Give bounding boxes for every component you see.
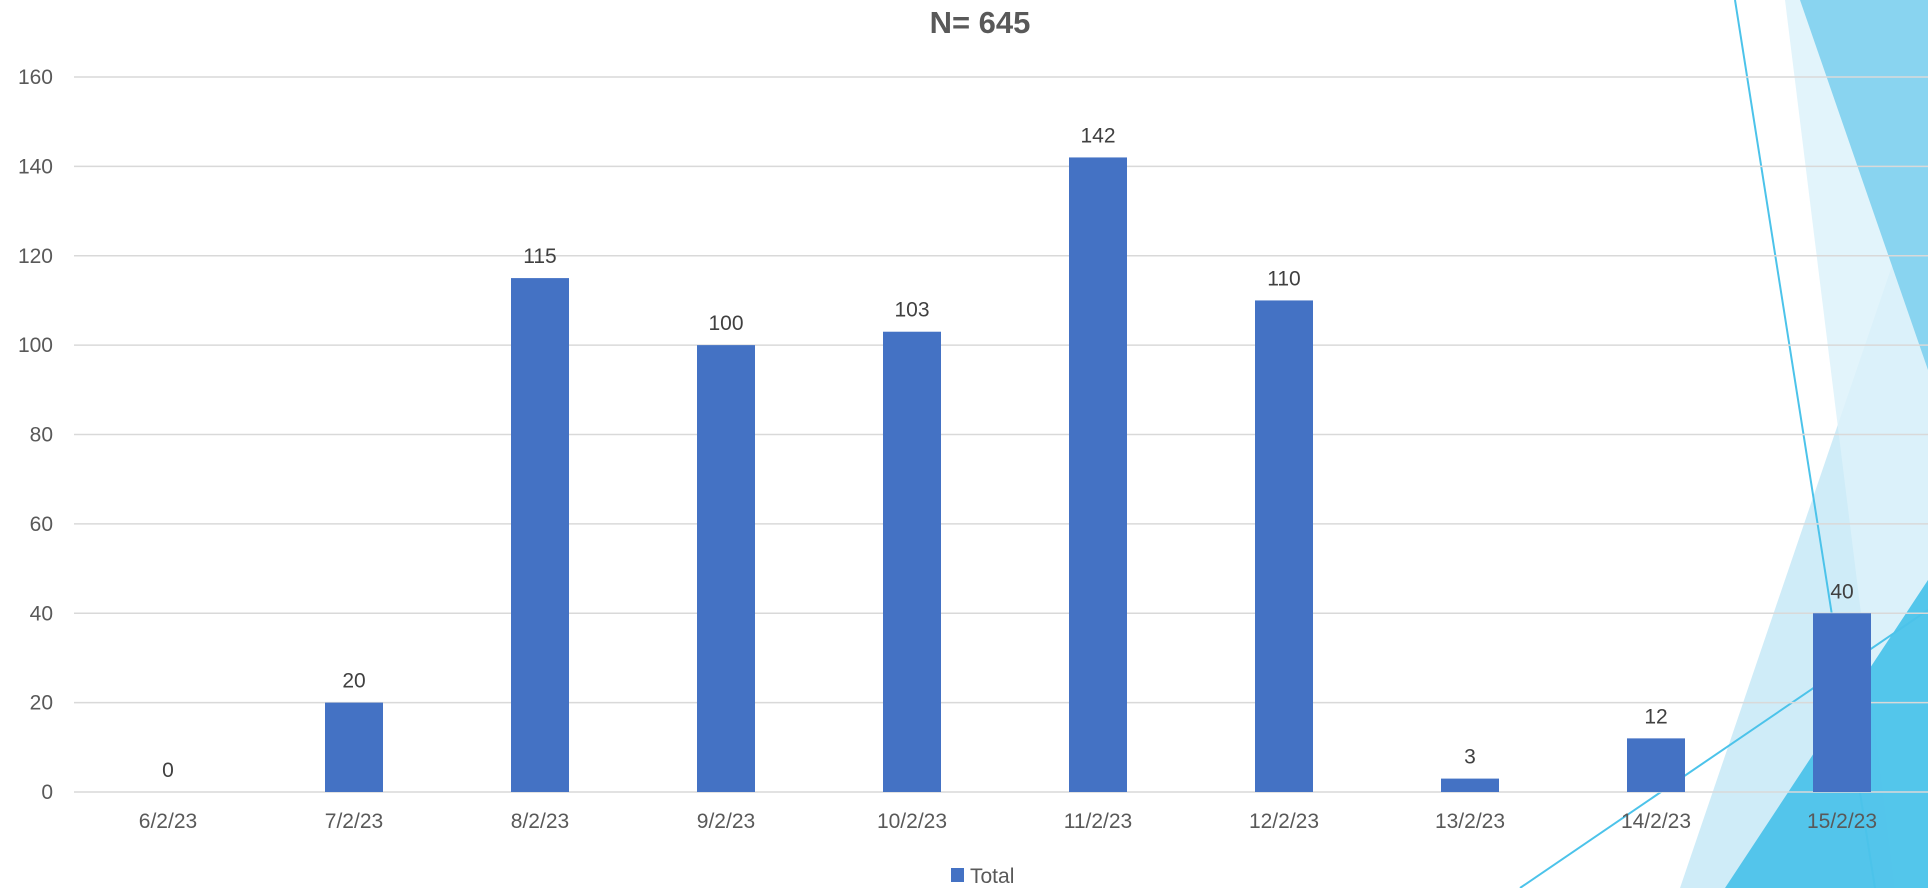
bar [1255,300,1313,792]
x-tick-label: 10/2/23 [877,810,947,833]
x-tick-label: 12/2/23 [1249,810,1319,833]
y-tick-label: 120 [18,245,53,268]
data-label: 12 [1644,705,1667,728]
decor-mid-wedge [1800,0,1928,370]
bar [1069,157,1127,792]
y-tick-label: 60 [30,513,53,536]
x-tick-label: 6/2/23 [139,810,197,833]
data-label: 142 [1080,124,1115,147]
legend-swatch [951,868,964,882]
x-tick-label: 13/2/23 [1435,810,1505,833]
bar [1441,778,1499,792]
bar [511,278,569,792]
data-label: 110 [1267,267,1300,290]
x-tick-label: 15/2/23 [1807,810,1877,833]
x-tick-label: 14/2/23 [1621,810,1691,833]
legend: Total [951,865,1014,888]
x-tick-label: 11/2/23 [1064,810,1133,833]
y-axis: 0 20 40 60 80 100 120 140 160 [18,66,53,804]
data-label: 0 [162,759,174,782]
data-label: 20 [342,670,365,693]
data-label: 115 [523,245,556,268]
y-tick-label: 80 [30,424,53,447]
bar [325,702,383,792]
x-tick-label: 9/2/23 [697,810,755,833]
y-tick-label: 0 [41,781,53,804]
y-tick-label: 20 [30,692,53,715]
x-tick-label: 7/2/23 [325,810,383,833]
y-tick-label: 140 [18,155,53,178]
y-tick-label: 40 [30,602,53,625]
data-label: 40 [1830,580,1853,603]
legend-label: Total [970,865,1014,888]
bar [1813,613,1871,792]
bar [697,345,755,792]
y-tick-label: 100 [18,334,53,357]
chart-title: N= 645 [930,5,1031,40]
data-labels: 0 20 115 100 103 142 110 3 12 40 [162,124,1854,782]
x-tick-label: 8/2/23 [511,810,569,833]
data-label: 103 [894,299,929,322]
x-axis: 6/2/23 7/2/23 8/2/23 9/2/23 10/2/23 11/2/23 12… [139,810,1877,833]
bar [883,331,941,792]
data-label: 3 [1464,746,1476,769]
y-tick-label: 160 [18,66,53,89]
data-label: 100 [708,312,743,335]
bars [325,157,1871,792]
bar [1627,738,1685,792]
